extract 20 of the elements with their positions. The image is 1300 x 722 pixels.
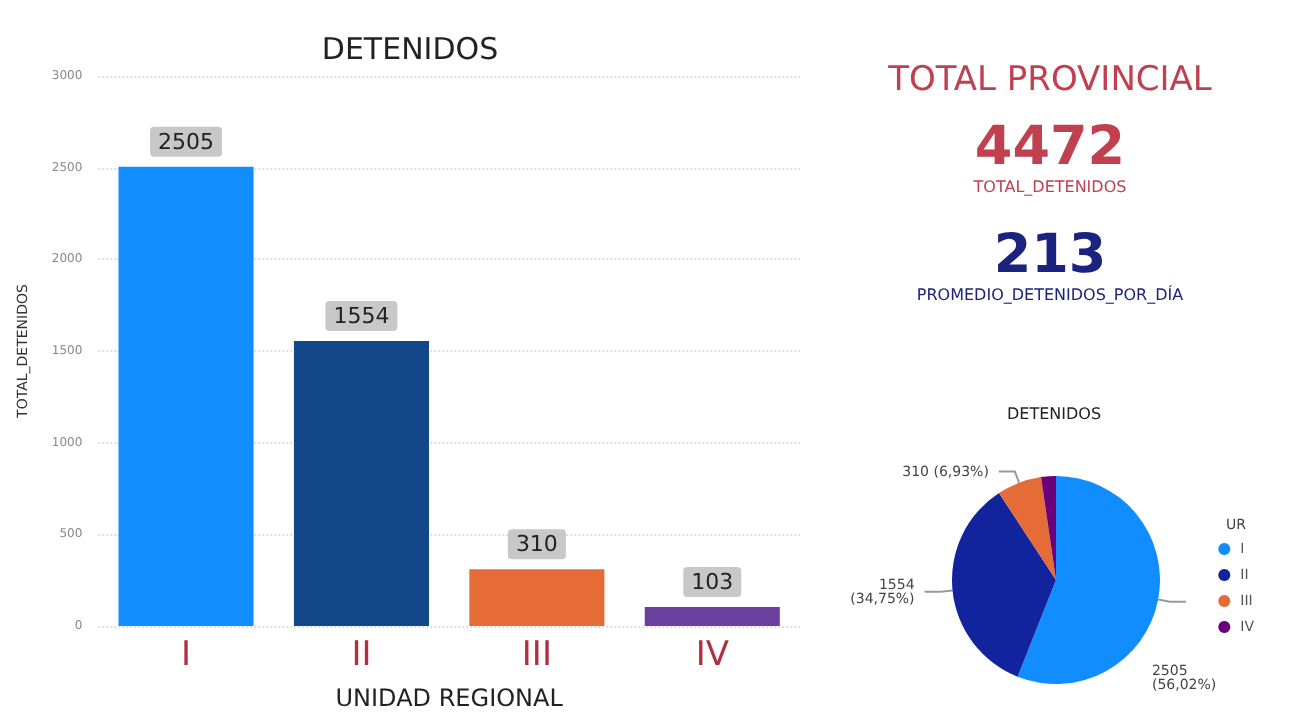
text: TOTAL PROVINCIAL [886, 60, 1214, 100]
text: PROMEDIO_DETENIDOS_POR_DÍA [914, 286, 1186, 304]
x-tick-label: III [521, 635, 552, 675]
bar [118, 166, 254, 626]
data-label: 1554 [333, 303, 390, 330]
text: 4472 [972, 116, 1128, 178]
chart-title: DETENIDOS [1006, 405, 1102, 423]
x-tick-label: I [181, 635, 192, 675]
bar [293, 341, 429, 626]
text: 213 [993, 224, 1107, 286]
x-tick-label: II [351, 635, 372, 675]
x-tick-label: IV [695, 635, 730, 675]
data-label: 2505 [158, 128, 215, 155]
x-axis-title: UNIDAD REGIONAL [335, 684, 564, 712]
data-label: 310 [515, 531, 558, 558]
data-label: 103 [691, 569, 734, 596]
bar [469, 569, 605, 626]
chart-title: DETENIDOS [321, 31, 499, 67]
bar [644, 607, 780, 626]
text: TOTAL_DETENIDOS [971, 178, 1129, 196]
